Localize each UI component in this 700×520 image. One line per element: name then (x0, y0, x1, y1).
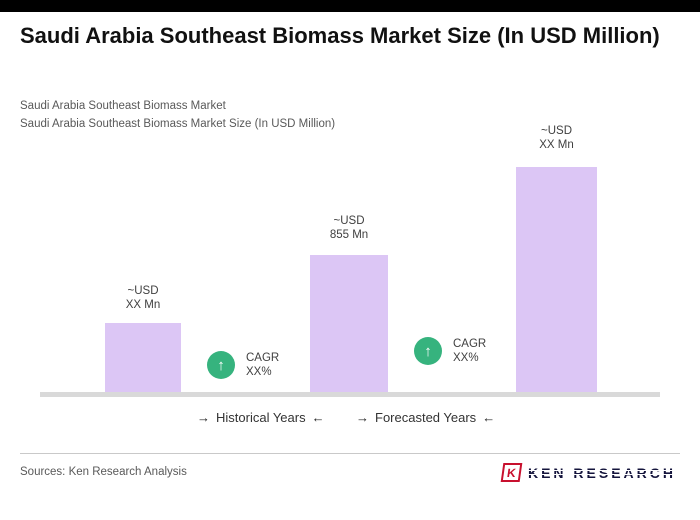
bar-value-line2: XX Mn (539, 139, 574, 151)
cagr-badge-forecast: ↑ CAGR XX% (414, 337, 486, 365)
bar-forecast (516, 167, 597, 396)
arrow-right-icon: → (197, 410, 210, 425)
cagr-label: CAGR (453, 338, 487, 350)
arrow-left-icon: ← (311, 410, 325, 425)
chart-subtitle-1: Saudi Arabia Southeast Biomass Market (20, 100, 226, 112)
growth-up-arrow-icon: ↑ (207, 351, 235, 379)
cagr-value: XX% (453, 352, 479, 364)
x-axis-label-historical: → Historical Years ← (197, 410, 325, 425)
cagr-value: XX% (246, 366, 272, 378)
cagr-badge-historical: ↑ CAGR XX% (207, 351, 279, 379)
x-axis-label-forecasted: → Forecasted Years ← (356, 410, 495, 425)
bar-value-line2: 855 Mn (329, 229, 369, 241)
sources-text: Sources: Ken Research Analysis (20, 466, 187, 478)
cagr-text: CAGR XX% (246, 351, 279, 379)
x-axis-baseline (40, 392, 660, 397)
logo-stripe (527, 473, 676, 475)
ken-research-logo: K KEN RESEARCH (500, 463, 676, 482)
bar-value-line2: XX Mn (125, 299, 161, 311)
bar-historical-end (310, 255, 388, 396)
bar-value-line1: ~USD (333, 215, 365, 227)
x-axis-label-text: Historical Years (216, 410, 306, 425)
bar-value-label: ~USD XX Mn (511, 124, 602, 152)
chart-subtitle-2: Saudi Arabia Southeast Biomass Market Si… (20, 118, 336, 130)
logo-wordmark: KEN RESEARCH (527, 464, 676, 481)
arrow-left-icon: ← (482, 410, 496, 425)
bar-value-label: ~USD 855 Mn (305, 214, 393, 242)
growth-up-arrow-icon: ↑ (414, 337, 442, 365)
ken-research-logo-text: KEN RESEARCH (527, 464, 676, 481)
bar-value-label: ~USD XX Mn (100, 284, 186, 312)
x-axis-label-text: Forecasted Years (375, 410, 477, 425)
bar-historical-start (105, 323, 181, 396)
ken-research-logo-mark-icon: K (500, 463, 523, 482)
footer-divider (20, 453, 680, 454)
bar-value-line1: ~USD (541, 125, 572, 137)
top-accent-bar (0, 0, 700, 12)
logo-stripe (527, 469, 676, 471)
bar-value-line1: ~USD (127, 285, 159, 297)
cagr-label: CAGR (246, 352, 280, 364)
page-title: Saudi Arabia Southeast Biomass Market Si… (20, 23, 660, 48)
arrow-right-icon: → (356, 410, 369, 425)
cagr-text: CAGR XX% (453, 337, 486, 365)
